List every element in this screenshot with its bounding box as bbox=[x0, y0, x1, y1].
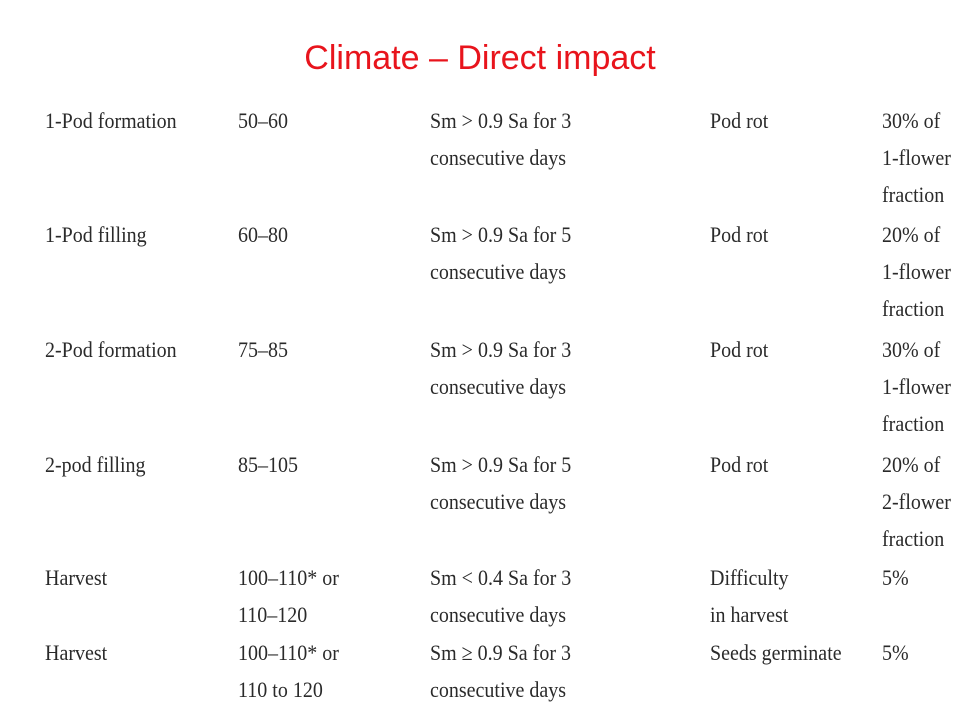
loss-cell: 1-flower bbox=[882, 375, 951, 400]
condition-cell: Sm < 0.4 Sa for 3 bbox=[430, 566, 572, 591]
days-cell: 100–110* or bbox=[238, 566, 339, 591]
loss-cell: 1-flower bbox=[882, 260, 951, 285]
stage-cell: 2-Pod formation bbox=[45, 338, 177, 363]
loss-cell: 5% bbox=[882, 641, 909, 666]
condition-cell: consecutive days bbox=[430, 146, 567, 171]
days-cell: 100–110* or bbox=[238, 641, 339, 666]
condition-cell: Sm > 0.9 Sa for 5 bbox=[430, 453, 572, 478]
condition-cell: Sm > 0.9 Sa for 3 bbox=[430, 109, 572, 134]
loss-cell: 5% bbox=[882, 566, 909, 591]
condition-cell: Sm ≥ 0.9 Sa for 3 bbox=[430, 641, 571, 666]
impact-cell: Difficulty bbox=[710, 566, 789, 591]
impact-cell: Pod rot bbox=[710, 338, 769, 363]
stage-cell: 1-Pod formation bbox=[45, 109, 177, 134]
loss-cell: 30% of bbox=[882, 338, 941, 363]
stage-cell: 1-Pod filling bbox=[45, 223, 147, 248]
loss-cell: 2-flower bbox=[882, 490, 951, 515]
stage-cell: 2-pod filling bbox=[45, 453, 146, 478]
stage-cell: Harvest bbox=[45, 566, 108, 591]
days-cell: 85–105 bbox=[238, 453, 298, 478]
days-cell: 110–120 bbox=[238, 603, 308, 628]
loss-cell: 20% of bbox=[882, 223, 941, 248]
condition-cell: Sm > 0.9 Sa for 3 bbox=[430, 338, 572, 363]
days-cell: 75–85 bbox=[238, 338, 288, 363]
loss-cell: 20% of bbox=[882, 453, 941, 478]
slide-title: Climate – Direct impact bbox=[304, 39, 656, 77]
loss-cell: 1-flower bbox=[882, 146, 951, 171]
loss-cell: fraction bbox=[882, 183, 945, 208]
loss-cell: fraction bbox=[882, 297, 945, 322]
impact-cell: Pod rot bbox=[710, 223, 769, 248]
impact-cell: Pod rot bbox=[710, 453, 769, 478]
impact-cell: Seeds germinate bbox=[710, 641, 842, 666]
condition-cell: consecutive days bbox=[430, 678, 567, 703]
days-cell: 50–60 bbox=[238, 109, 288, 134]
stage-cell: Harvest bbox=[45, 641, 108, 666]
condition-cell: Sm > 0.9 Sa for 5 bbox=[430, 223, 572, 248]
impact-cell: in harvest bbox=[710, 603, 789, 628]
condition-cell: consecutive days bbox=[430, 490, 567, 515]
condition-cell: consecutive days bbox=[430, 260, 567, 285]
condition-cell: consecutive days bbox=[430, 375, 567, 400]
loss-cell: fraction bbox=[882, 527, 945, 552]
loss-cell: fraction bbox=[882, 412, 945, 437]
condition-cell: consecutive days bbox=[430, 603, 567, 628]
days-cell: 60–80 bbox=[238, 223, 288, 248]
loss-cell: 30% of bbox=[882, 109, 941, 134]
days-cell: 110 to 120 bbox=[238, 678, 323, 703]
impact-cell: Pod rot bbox=[710, 109, 769, 134]
